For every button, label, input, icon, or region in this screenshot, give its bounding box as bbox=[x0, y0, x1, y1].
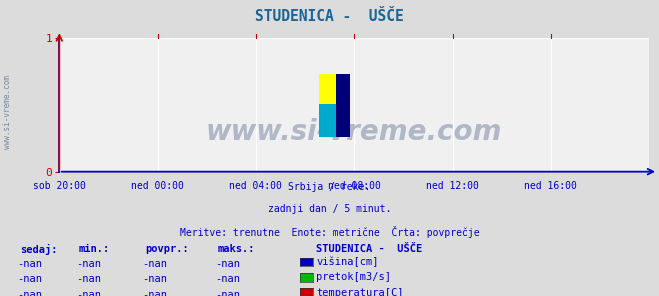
Text: zadnji dan / 5 minut.: zadnji dan / 5 minut. bbox=[268, 204, 391, 214]
Text: višina[cm]: višina[cm] bbox=[316, 257, 379, 267]
Text: -nan: -nan bbox=[142, 259, 167, 269]
Text: -nan: -nan bbox=[76, 259, 101, 269]
Text: ned 04:00: ned 04:00 bbox=[229, 181, 282, 191]
Text: STUDENICA -  UŠČE: STUDENICA - UŠČE bbox=[316, 244, 422, 254]
Bar bbox=[320, 104, 336, 137]
Text: ned 00:00: ned 00:00 bbox=[131, 181, 184, 191]
Text: www.si-vreme.com: www.si-vreme.com bbox=[206, 118, 502, 146]
Text: -nan: -nan bbox=[215, 259, 240, 269]
Text: ned 08:00: ned 08:00 bbox=[328, 181, 381, 191]
Text: -nan: -nan bbox=[142, 290, 167, 296]
Text: min.:: min.: bbox=[79, 244, 110, 254]
Text: ned 16:00: ned 16:00 bbox=[525, 181, 577, 191]
Text: ned 12:00: ned 12:00 bbox=[426, 181, 479, 191]
Text: -nan: -nan bbox=[142, 274, 167, 284]
Text: -nan: -nan bbox=[215, 290, 240, 296]
Text: povpr.:: povpr.: bbox=[145, 244, 188, 254]
Text: sedaj:: sedaj: bbox=[20, 244, 57, 255]
Bar bbox=[320, 74, 336, 104]
Text: pretok[m3/s]: pretok[m3/s] bbox=[316, 272, 391, 282]
Bar bbox=[336, 75, 350, 137]
Text: temperatura[C]: temperatura[C] bbox=[316, 288, 404, 296]
Text: Srbija / reke.: Srbija / reke. bbox=[289, 182, 370, 192]
Text: -nan: -nan bbox=[76, 274, 101, 284]
Text: www.si-vreme.com: www.si-vreme.com bbox=[3, 75, 13, 149]
Text: sob 20:00: sob 20:00 bbox=[33, 181, 86, 191]
Text: -nan: -nan bbox=[76, 290, 101, 296]
Text: -nan: -nan bbox=[17, 290, 42, 296]
Text: -nan: -nan bbox=[17, 274, 42, 284]
Text: maks.:: maks.: bbox=[217, 244, 255, 254]
Text: -nan: -nan bbox=[17, 259, 42, 269]
Text: -nan: -nan bbox=[215, 274, 240, 284]
Text: STUDENICA -  UŠČE: STUDENICA - UŠČE bbox=[255, 9, 404, 24]
Text: Meritve: trenutne  Enote: metrične  Črta: povprečje: Meritve: trenutne Enote: metrične Črta: … bbox=[180, 226, 479, 239]
